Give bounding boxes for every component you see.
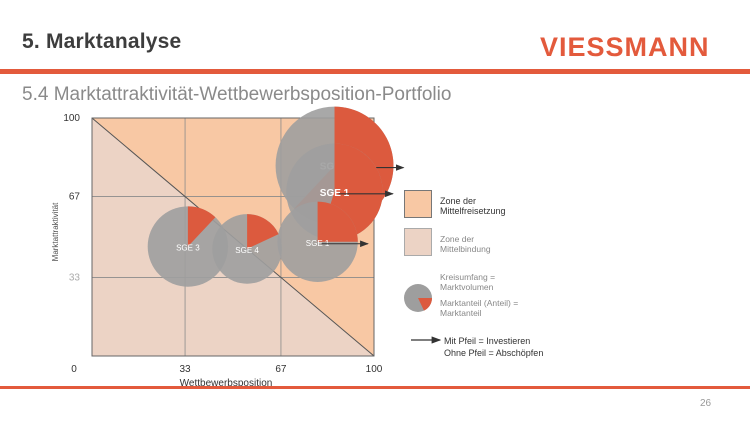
legend-bubble-icon (404, 284, 432, 312)
bubble-label: SGE 1 (306, 239, 330, 248)
legend-label-bubble-share: Marktanteil (Anteil) = Marktanteil (440, 298, 519, 318)
x-tick-label: 33 (179, 364, 191, 375)
bubble-share-slice (317, 201, 358, 242)
plot-frame (91, 117, 375, 357)
bubble-circle (147, 206, 229, 287)
slide-subtitle: 5.4 Marktattraktivität-Wettbewerbspositi… (22, 84, 452, 105)
page-number: 26 (700, 398, 712, 409)
footer-divider (0, 386, 750, 389)
legend-swatch-skim (404, 228, 432, 256)
legend-swatch-invest (404, 190, 432, 218)
header-divider (0, 69, 750, 74)
svg-text:VIESSMANN: VIESSMANN (540, 32, 710, 62)
legend-label-bubble-size: Kreisumfang = Marktvolumen (440, 272, 496, 292)
bubble-share-slice (187, 206, 216, 247)
bubble-4: SGE 4 (212, 214, 282, 284)
x-tick-label: 67 (275, 364, 287, 375)
bubble-5: SGE 3 (147, 206, 229, 287)
y-tick-label: 100 (63, 113, 80, 124)
x-tick-label: 0 (71, 364, 77, 375)
legend-arrow-note-skim: Ohne Pfeil = Abschöpfen (444, 348, 544, 358)
legend-arrow-icon (411, 336, 442, 344)
x-tick-label: 100 (366, 364, 383, 375)
y-tick-label: 33 (69, 272, 81, 283)
bubble-label: SGE 4 (235, 246, 259, 255)
legend-label-invest: Zone der Mittelfreisetzung (440, 196, 506, 216)
x-axis-label: Wettbewerbsposition (180, 378, 273, 389)
header-title: 5. Marktanalyse (22, 30, 182, 53)
y-tick-label: 67 (69, 192, 81, 203)
y-axis-label: Marktattraktivität (51, 202, 60, 261)
legend-label-skim: Zone der Mittelbindung (440, 234, 491, 254)
bubble-3: SGE 1 (277, 201, 369, 282)
legend-arrow-note-invest: Mit Pfeil = Investieren (444, 336, 531, 346)
bubble-label: SGE 3 (176, 244, 200, 253)
bubble-label: SGE 1 (320, 188, 350, 199)
viessmann-logo: VIESSMANN (540, 32, 710, 62)
bubble-share-slice (247, 214, 279, 249)
